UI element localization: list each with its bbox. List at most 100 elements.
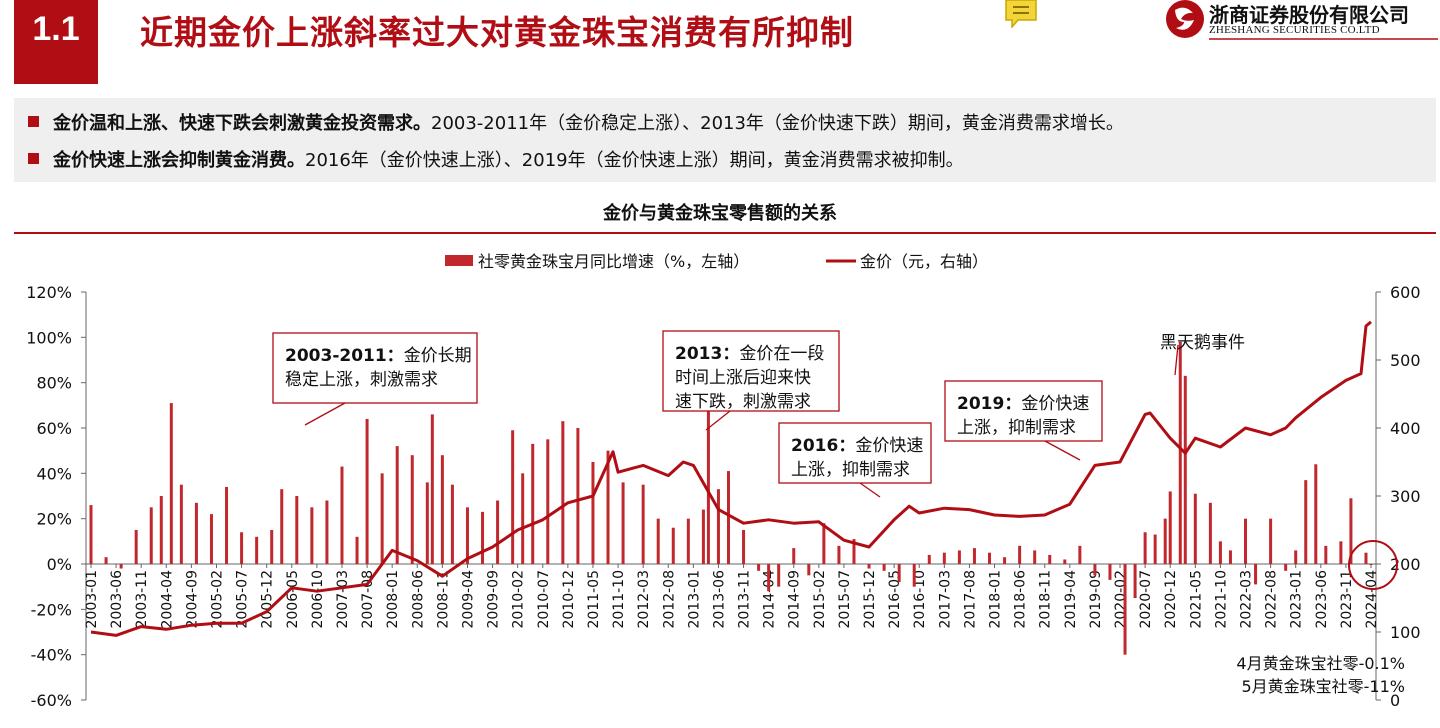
x-axis-tick-label: 2013-01 [686,570,702,629]
bar [511,430,515,564]
bar [179,484,183,564]
x-axis-tick-label: 2003-11 [134,570,150,629]
annotation-pointer [304,402,346,426]
bar [209,514,213,564]
bar [942,552,946,564]
annotation-pointer [1174,344,1179,376]
right-axis-tick-label: 400 [1390,419,1421,438]
bar [726,471,730,564]
x-axis-tick-label: 2010-07 [536,570,552,629]
bar [410,455,414,564]
annotation-line: 2013：金价在一段 [675,344,824,364]
bar [1304,480,1308,564]
right-axis-tick-label: 200 [1390,555,1421,574]
x-axis-tick-label: 2008-11 [435,570,451,629]
bullet-item: 金价温和上涨、快速下跌会刺激黄金投资需求。2003-2011年（金价稳定上涨）、… [28,109,1124,135]
x-axis-tick-label: 2003-01 [84,570,100,629]
x-axis-tick-label: 2023-01 [1289,570,1305,629]
bar [777,564,781,587]
x-axis-tick-label: 2012-03 [636,570,652,629]
bar [395,446,399,564]
bar [1163,518,1167,564]
x-axis-tick-label: 2005-07 [235,570,251,629]
x-axis-tick-label: 2006-10 [310,570,326,629]
x-axis-tick-label: 2020-07 [1138,570,1154,629]
bar [686,518,690,564]
bullet-text: 2016年（金价快速上涨）、2019年（金价快速上涨）期间，黄金消费需求被抑制。 [305,150,964,171]
x-axis-tick-label: 2011-05 [586,570,602,629]
x-axis-tick-label: 2010-12 [561,570,577,629]
bar [1093,564,1097,576]
x-axis-tick-label: 2006-05 [285,570,301,629]
comment-icon[interactable] [1004,0,1038,28]
x-axis-tick-label: 2008-01 [385,570,401,629]
left-axis-tick-label: 20% [36,510,72,529]
x-axis-tick-label: 2016-05 [887,570,903,629]
bar [1244,518,1248,564]
section-number: 1.1 [32,10,80,48]
bar [757,564,761,571]
bar [1364,552,1368,564]
legend: 社零黄金珠宝月同比增速（%，左轴） 金价（元，右轴） [445,252,988,271]
bar [852,539,856,564]
chart-title: 金价与黄金珠宝零售额的关系 [603,203,837,224]
bar [1294,550,1298,564]
bar [355,536,359,564]
x-axis-tick-label: 2007-08 [360,570,376,629]
annotation-box [778,422,932,484]
bar [440,455,444,564]
x-axis-tick-label: 2004-04 [159,570,175,629]
x-axis-tick-label: 2023-11 [1339,570,1355,629]
bar [425,482,429,564]
legend-bar-swatch [445,255,473,266]
bar [194,502,198,564]
bar [701,509,705,564]
company-name-en: ZHESHANG SECURITIES CO.LTD [1209,24,1380,36]
bar [988,552,992,564]
right-axis-tick-label: 500 [1390,351,1421,370]
x-axis-tick-label: 2019-04 [1063,570,1079,629]
left-axis-tick-label: -60% [31,691,72,710]
bar [295,496,299,564]
x-axis-tick-label: 2009-04 [460,570,476,629]
annotation-line: 上涨，抑制需求 [791,460,910,480]
bar [134,530,138,564]
bar [1153,534,1157,564]
bar [706,400,710,564]
bar [606,450,610,564]
bullet-square-icon [28,116,39,127]
x-axis-tick-label: 2014-09 [787,570,803,629]
bar [280,489,284,564]
annotation-callout: 黑天鹅事件 [1160,333,1245,376]
bar [912,564,916,587]
left-axis-tick-label: 100% [26,328,72,347]
x-axis-tick-label: 2021-05 [1188,570,1204,629]
bar [561,421,565,564]
bar [1178,341,1182,564]
bar [1018,545,1022,564]
bar [1284,564,1288,571]
annotation-callout: 2019：金价快速上涨，抑制需求 [944,380,1103,461]
bar [340,466,344,564]
annotation-pointer [1044,440,1081,461]
annotation-line: 上涨，抑制需求 [957,418,1076,438]
bullet-square-icon [28,153,39,164]
bar [591,462,595,564]
annotation-line: 稳定上涨，刺激需求 [285,370,438,390]
annotation-box [272,332,478,404]
bar [481,511,485,564]
bar [957,550,961,564]
highlight-circle [1348,540,1398,590]
annotation-line: 时间上涨后迎来快 [675,368,811,388]
bar [104,557,108,564]
annotation-line: 黑天鹅事件 [1160,333,1245,353]
x-axis-tick-label: 2018-06 [1013,570,1029,629]
bar [430,414,434,564]
bar [1193,493,1197,564]
bar [1208,502,1212,564]
right-axis-tick-label: 100 [1390,623,1421,642]
x-axis-tick-label: 2014-04 [762,570,778,629]
x-axis-tick-label: 2007-03 [335,570,351,629]
x-axis-tick-label: 2005-12 [260,570,276,629]
bar [531,443,535,564]
